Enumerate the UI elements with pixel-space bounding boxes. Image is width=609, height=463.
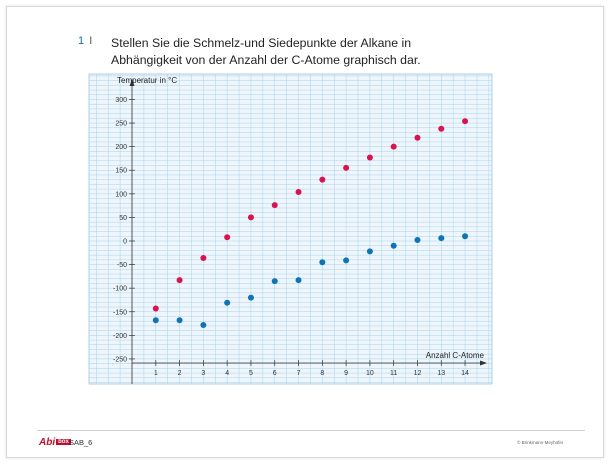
y-tick-label: -200 xyxy=(113,333,127,340)
boiling-point-marker xyxy=(224,234,231,241)
boiling-point-marker xyxy=(390,143,397,150)
x-tick-label: 2 xyxy=(178,370,182,377)
melting-point-marker xyxy=(462,233,469,240)
boiling-point-marker xyxy=(319,176,326,183)
worksheet-page: 1 I Stellen Sie die Schmelz-und Siedepun… xyxy=(6,6,604,458)
task-instruction: Stellen Sie die Schmelz-und Siedepunkte … xyxy=(111,36,421,67)
melting-point-marker xyxy=(343,257,350,264)
y-axis-title: Temperatur in °C xyxy=(117,76,177,85)
melting-point-marker xyxy=(414,237,421,244)
task-number-value: 1 xyxy=(78,35,85,47)
x-tick-label: 14 xyxy=(461,370,469,377)
x-axis-arrow-icon xyxy=(480,360,487,366)
y-tick-label: 0 xyxy=(123,239,127,246)
melting-point-marker xyxy=(176,317,183,324)
y-axis-arrow-icon xyxy=(129,79,135,86)
boiling-point-marker xyxy=(366,154,373,161)
boiling-point-marker xyxy=(414,134,421,141)
x-tick-label: 3 xyxy=(201,370,205,377)
boiling-point-marker xyxy=(247,214,254,221)
task-number: 1 I xyxy=(78,35,92,47)
melting-point-marker xyxy=(366,248,373,255)
x-tick-label: 4 xyxy=(225,370,229,377)
y-tick-label: 100 xyxy=(115,191,127,198)
melting-point-marker xyxy=(247,294,254,301)
publisher-logo: Abi box xyxy=(39,437,71,448)
y-tick-label: -50 xyxy=(117,262,127,269)
melting-point-marker xyxy=(438,235,445,242)
boiling-point-marker xyxy=(438,125,445,132)
x-tick-label: 13 xyxy=(437,370,445,377)
y-tick-label: -100 xyxy=(113,286,127,293)
boiling-point-marker xyxy=(295,188,302,195)
y-tick-label: 50 xyxy=(119,215,127,222)
boiling-point-marker xyxy=(343,164,350,171)
x-tick-label: 1 xyxy=(154,370,158,377)
melting-point-marker xyxy=(224,299,231,306)
boiling-point-marker xyxy=(152,305,159,312)
x-tick-label: 6 xyxy=(273,370,277,377)
x-tick-label: 10 xyxy=(366,370,374,377)
chart-plot-area xyxy=(88,73,493,385)
y-tick-label: 300 xyxy=(115,97,127,104)
boiling-point-marker xyxy=(271,202,278,209)
page-code: SAB_6 xyxy=(69,438,93,447)
footer-divider xyxy=(37,430,585,431)
x-axis-title: Anzahl C-Atome xyxy=(426,351,485,360)
boiling-point-marker xyxy=(200,254,207,261)
x-tick-label: 8 xyxy=(320,370,324,377)
melting-point-marker xyxy=(271,278,278,285)
x-tick-label: 11 xyxy=(390,370,397,377)
melting-point-marker xyxy=(295,277,302,284)
y-tick-label: 200 xyxy=(115,144,127,151)
x-tick-label: 7 xyxy=(297,370,301,377)
boiling-point-marker xyxy=(462,118,469,125)
boiling-point-marker xyxy=(176,277,183,284)
y-tick-label: 150 xyxy=(115,168,127,175)
x-tick-label: 9 xyxy=(344,370,348,377)
melting-point-marker xyxy=(200,321,207,328)
x-tick-label: 5 xyxy=(249,370,253,377)
y-tick-label: 250 xyxy=(115,121,127,128)
task-number-separator: I xyxy=(89,35,93,47)
logo-text: Abi xyxy=(39,437,56,448)
melting-point-marker xyxy=(390,242,397,249)
y-tick-label: -250 xyxy=(113,356,127,363)
copyright-notice: © Brinkmann-Meyhöfer xyxy=(517,440,564,445)
melting-point-marker xyxy=(152,317,159,324)
x-tick-label: 12 xyxy=(414,370,422,377)
melting-point-marker xyxy=(319,259,326,266)
y-tick-label: -150 xyxy=(113,309,127,316)
logo-tag: box xyxy=(56,439,71,445)
